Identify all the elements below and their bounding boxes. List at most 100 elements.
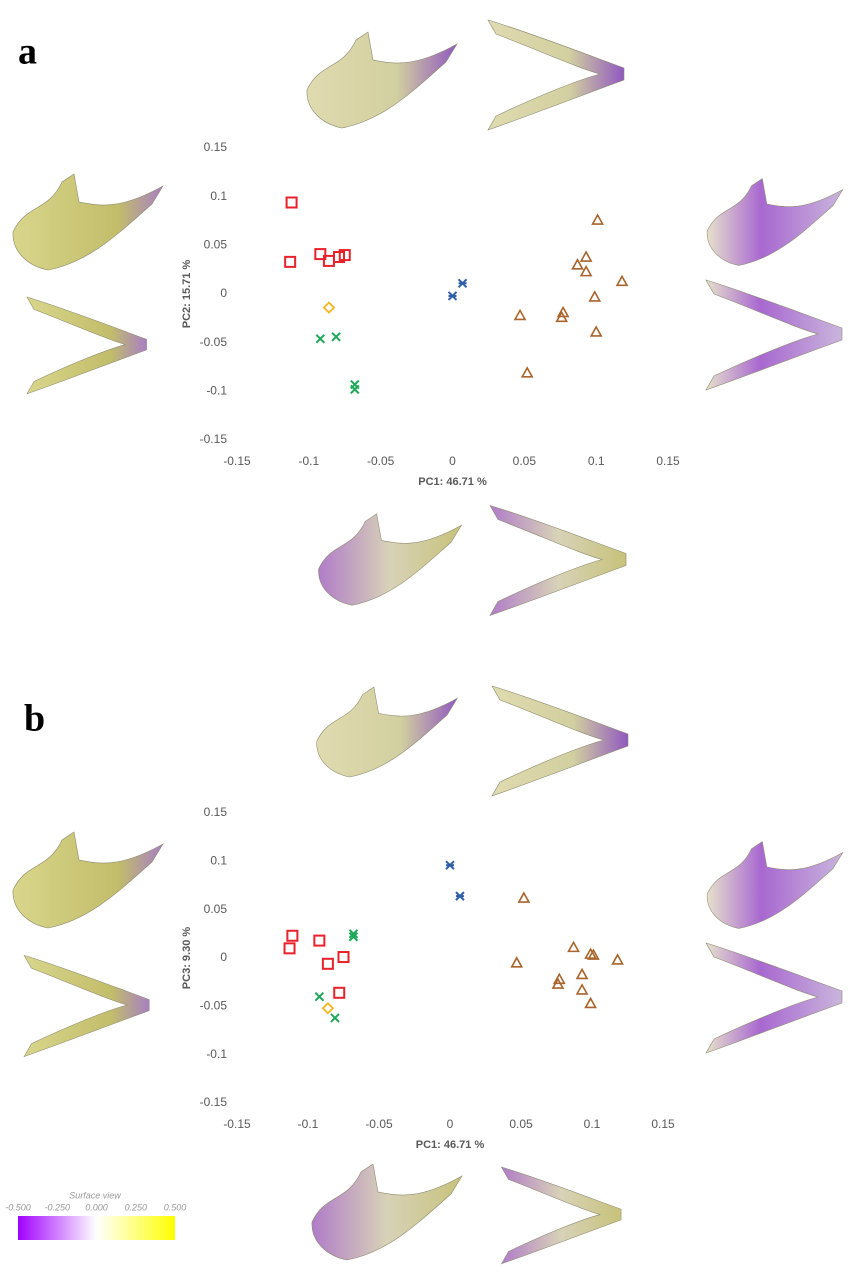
point [337,951,350,964]
point [314,248,327,261]
point [338,249,351,262]
jaw-image [306,31,458,129]
jaw-image [706,841,844,929]
point [615,274,629,287]
jaw-image [489,505,627,616]
point [333,986,346,999]
jaw-image [705,279,843,391]
colorbar-tick-label: -0.500 [5,1202,31,1212]
x-tick-label: 0.15 [656,454,680,468]
y-tick-label: -0.05 [200,335,228,349]
point [551,977,565,989]
y-tick-label: 0.15 [204,140,228,154]
y-tick-label: 0.05 [204,902,228,916]
y-axis-title: PC3: 9.30 % [181,927,193,990]
point [331,332,341,342]
point [348,929,359,939]
y-tick-label: 0 [220,950,227,964]
point [457,278,468,289]
colorbar [18,1216,175,1240]
x-tick-label: 0.1 [588,454,605,468]
y-axis-title: PC2: 15.71 % [181,260,193,329]
point [445,860,455,870]
x-tick-label: -0.1 [298,454,319,468]
panel-label: a [18,31,37,73]
point [330,1013,340,1023]
jaw-image [12,173,164,271]
jaw-image [491,685,629,797]
point [286,929,299,942]
point [587,948,600,960]
x-tick-label: 0 [447,1117,454,1131]
point [513,308,527,321]
jaw-image [26,296,147,395]
point [611,953,624,965]
point [283,942,296,955]
colorbar-title: Surface view [69,1190,121,1200]
point [315,334,326,344]
point [348,932,359,942]
point [584,996,597,1009]
point [520,366,534,378]
point [322,301,336,314]
x-tick-label: 0 [449,454,456,468]
point [584,947,597,959]
y-tick-label: 0 [220,286,227,300]
point [321,957,334,970]
panel-label: b [24,698,45,740]
point [579,250,593,262]
point [579,264,593,277]
x-tick-label: 0.1 [584,1117,601,1131]
jaw-image [487,19,625,131]
jaw-image [12,831,164,929]
y-tick-label: 0.1 [210,189,227,203]
point [284,255,297,268]
jaw-image [706,178,844,266]
y-tick-label: -0.05 [200,999,228,1013]
colorbar-tick-label: 0.500 [164,1202,187,1212]
y-tick-label: 0.05 [204,238,228,252]
point [555,310,569,323]
point [314,991,325,1002]
point [571,258,584,270]
jaw-image [316,686,458,778]
point [321,1001,335,1015]
point [313,934,326,947]
y-tick-label: -0.1 [206,1047,227,1061]
point [575,983,589,995]
x-axis-title: PC1: 46.71 % [416,1139,485,1151]
point [285,196,298,209]
jaw-image [501,1166,622,1265]
x-tick-label: -0.1 [298,1117,319,1131]
point [567,940,580,953]
y-tick-label: -0.15 [200,1095,228,1109]
x-tick-label: -0.15 [223,1117,251,1131]
point [517,891,531,903]
point [455,891,465,901]
x-tick-label: -0.05 [365,1117,393,1131]
point [447,291,458,301]
point [350,384,360,395]
colorbar-tick-label: -0.250 [44,1202,70,1212]
colorbar-tick-label: 0.000 [85,1202,108,1212]
y-tick-label: 0.1 [210,854,227,868]
point [510,956,524,968]
x-tick-label: 0.15 [651,1117,675,1131]
point [591,213,604,225]
point [588,290,602,302]
jaw-image [23,955,150,1057]
y-tick-label: 0.15 [204,805,228,819]
x-tick-label: -0.15 [223,454,251,468]
x-tick-label: -0.05 [367,454,395,468]
point [575,967,589,980]
x-tick-label: 0.05 [509,1117,533,1131]
x-tick-label: 0.05 [513,454,537,468]
jaw-image [318,513,462,606]
jaw-image [311,1163,463,1261]
y-tick-label: -0.15 [200,432,228,446]
colorbar-tick-label: 0.250 [124,1202,147,1212]
point [589,325,603,337]
jaw-image [705,942,843,1054]
y-tick-label: -0.1 [206,384,227,398]
